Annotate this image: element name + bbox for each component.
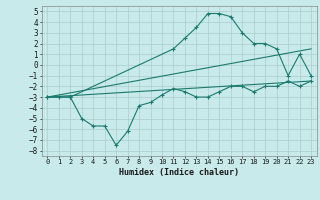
X-axis label: Humidex (Indice chaleur): Humidex (Indice chaleur)	[119, 168, 239, 177]
